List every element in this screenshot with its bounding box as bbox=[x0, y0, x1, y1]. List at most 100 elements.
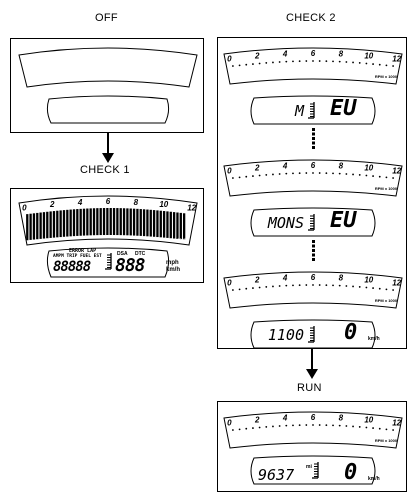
tach-tick bbox=[285, 284, 288, 287]
arrow-check2-to-run bbox=[306, 349, 318, 379]
tach-tick bbox=[298, 172, 301, 175]
check1-speed-digits: 888 bbox=[115, 255, 145, 276]
check1-tach-bar bbox=[36, 212, 39, 240]
tach-tick bbox=[245, 287, 248, 290]
tach-tick bbox=[305, 172, 308, 174]
tach-number-12: 12 bbox=[392, 54, 401, 63]
tach-tick bbox=[325, 60, 328, 63]
tach-unit: RPM x 1000 bbox=[375, 74, 398, 79]
tach-unit: RPM x 1000 bbox=[375, 438, 398, 443]
tach-tick bbox=[372, 287, 374, 289]
check1-tach-bar bbox=[122, 208, 126, 236]
tach-tick bbox=[372, 63, 374, 65]
run-display: 0 2 4 6 8 10 12 RPM x 1000 bbox=[223, 411, 403, 485]
label-check2: CHECK 2 bbox=[286, 12, 336, 24]
tach-tick bbox=[252, 175, 254, 177]
tach-tick bbox=[258, 62, 261, 65]
tach-tick bbox=[305, 60, 308, 62]
check1-tach-bar bbox=[46, 211, 49, 239]
check1-tach-bar bbox=[102, 208, 106, 236]
check1-panel: 0 2 4 6 8 10 12 RPM x 1000 ERROR LAP AMPM TRIP… bbox=[10, 188, 204, 283]
tach-tick bbox=[258, 286, 261, 289]
label-run: RUN bbox=[297, 382, 322, 394]
check1-tach-bar bbox=[116, 208, 119, 236]
check1-tach-bar bbox=[106, 208, 109, 236]
arrow-off-to-check1 bbox=[102, 133, 114, 163]
check1-odo-digits: 88888 bbox=[53, 259, 91, 275]
check1-tach-bar bbox=[129, 208, 132, 236]
off-display-outline bbox=[18, 47, 198, 124]
tach-tick bbox=[352, 173, 354, 176]
tach-tick bbox=[265, 62, 268, 64]
check1-tach-bar bbox=[166, 211, 169, 238]
check1-tach-bar bbox=[152, 210, 156, 237]
check1-tach-bar bbox=[172, 212, 176, 239]
check1-tach-bar bbox=[76, 209, 79, 236]
tach-tick bbox=[392, 289, 394, 291]
tach-tick bbox=[285, 172, 288, 175]
tach-tick bbox=[332, 60, 334, 63]
check1-tach-bar bbox=[92, 208, 96, 236]
check1-tach-bar bbox=[169, 211, 172, 239]
check1-tach-bar bbox=[159, 210, 162, 238]
tach-tick bbox=[285, 60, 288, 63]
tach-tick bbox=[252, 63, 254, 65]
label-off: OFF bbox=[95, 12, 118, 24]
tach-tick bbox=[232, 177, 234, 179]
check2-screen-3-unit: km/h bbox=[368, 336, 380, 342]
tach-tick bbox=[338, 424, 341, 427]
check1-tach-bar bbox=[32, 213, 36, 240]
tach-outline bbox=[223, 47, 403, 85]
check1-tach-bar bbox=[39, 212, 42, 239]
tach-tick bbox=[238, 64, 241, 67]
tach-tick bbox=[325, 172, 328, 175]
tach-tick bbox=[358, 62, 361, 64]
tach-tick bbox=[358, 174, 361, 176]
tach-number-0: 0 bbox=[227, 418, 232, 427]
check2-screen-2-right: EU bbox=[330, 208, 357, 233]
check1-tach-bar bbox=[29, 213, 32, 240]
lcd-window bbox=[250, 207, 376, 237]
tach-number-4: 4 bbox=[282, 414, 288, 423]
check1-tach-bar bbox=[99, 208, 102, 236]
tach-tick bbox=[272, 173, 274, 176]
run-panel: 0 2 4 6 8 10 12 RPM x 1000 9637 mi 0 km/h bbox=[217, 401, 407, 492]
tach-number-2: 2 bbox=[254, 52, 260, 61]
tach-outline bbox=[223, 411, 403, 449]
check2-screen-1: 0 2 4 6 8 10 12 RPM x 1000 bbox=[223, 47, 403, 125]
check2-continuation-dot bbox=[312, 244, 315, 248]
tach-tick bbox=[245, 63, 248, 66]
tach-number-8: 8 bbox=[339, 162, 344, 171]
check1-tach-bar bbox=[136, 208, 139, 236]
check1-tach-bar bbox=[66, 209, 69, 237]
check1-tach-bar bbox=[142, 209, 146, 237]
check1-tach-unit: RPM x 1000 bbox=[164, 237, 187, 242]
tach-tick bbox=[352, 61, 354, 64]
check1-tach-bar bbox=[69, 209, 72, 237]
tach-tick bbox=[352, 425, 354, 428]
check1-tach-bar bbox=[72, 209, 76, 237]
tach-tick bbox=[312, 424, 314, 426]
tach-tick bbox=[318, 60, 321, 62]
check1-tach-bar bbox=[126, 208, 129, 236]
tach-tick bbox=[272, 425, 274, 428]
check2-display-stack: 0 2 4 6 8 10 12 RPM x 1000 0 2 4 6 8 10 12 RPM x 1000 0 2… bbox=[223, 47, 403, 349]
check2-screen-1-right: EU bbox=[330, 96, 357, 121]
check2-continuation-dot bbox=[312, 132, 315, 136]
tach-number-4: 4 bbox=[282, 50, 288, 59]
tach-tick bbox=[332, 424, 334, 427]
tach-number-12: 12 bbox=[392, 166, 401, 175]
check1-tach-bar bbox=[56, 210, 59, 238]
tach-number-8: 8 bbox=[339, 414, 344, 423]
check2-continuation-dot bbox=[312, 146, 315, 149]
check1-unit-mph: mph bbox=[166, 260, 179, 266]
check2-continuation-dot bbox=[312, 141, 315, 145]
tach-number-10: 10 bbox=[364, 276, 373, 285]
check2-continuation-dot bbox=[312, 240, 315, 243]
tach-number-12: 12 bbox=[392, 278, 401, 287]
tach-tick bbox=[258, 426, 261, 429]
check2-continuation-dot bbox=[312, 137, 315, 140]
tach-tick bbox=[252, 287, 254, 289]
tach-number-12: 12 bbox=[392, 418, 401, 427]
check1-tach-bar bbox=[26, 214, 29, 241]
